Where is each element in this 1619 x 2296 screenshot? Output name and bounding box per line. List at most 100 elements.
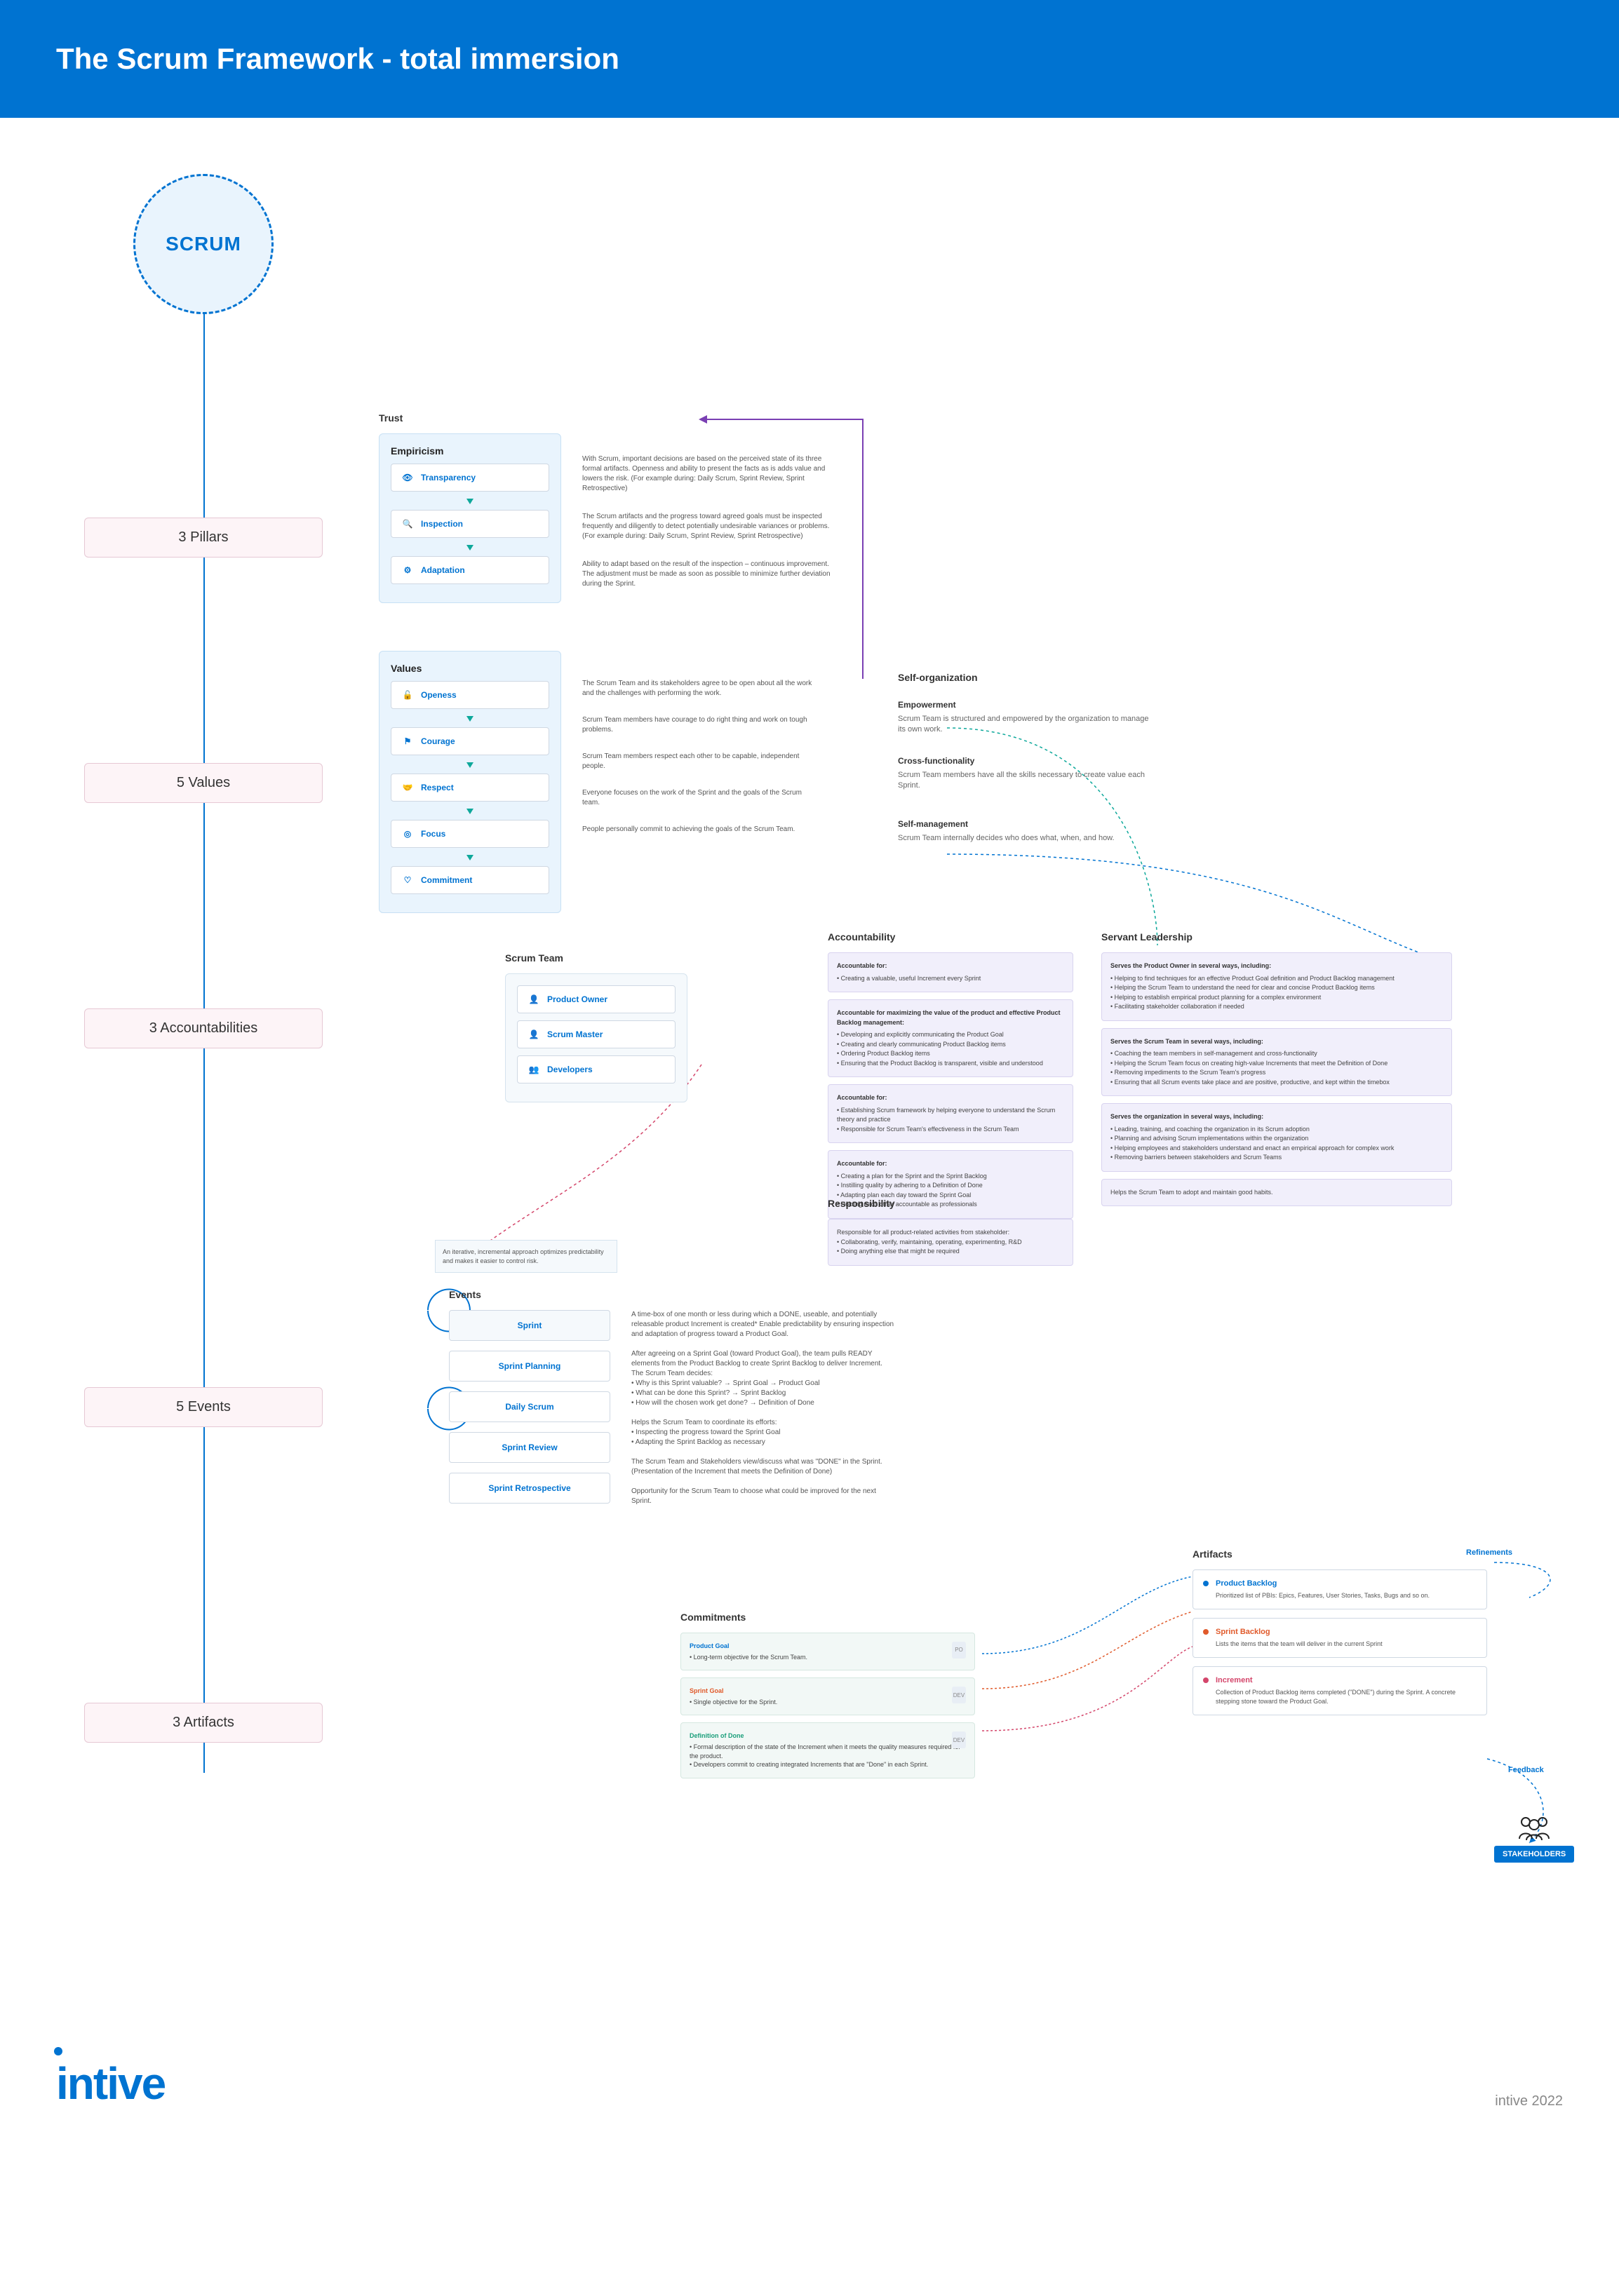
arrow-down-icon xyxy=(466,762,473,768)
item-label: Transparency xyxy=(421,473,476,482)
item-label: Respect xyxy=(421,783,454,792)
artifact-product-backlog: Product Backlog Prioritized list of PBIs… xyxy=(1193,1569,1487,1609)
body: • Formal description of the state of the… xyxy=(690,1743,966,1769)
hdr: Accountable for: xyxy=(837,961,1064,971)
values-descs: The Scrum Team and its stakeholders agre… xyxy=(582,679,814,844)
handshake-icon: 🤝 xyxy=(401,781,414,794)
desc-text: Everyone focuses on the work of the Spri… xyxy=(582,788,814,808)
body: Helps the Scrum Team to adopt and mainta… xyxy=(1110,1188,1443,1198)
item-label: Daily Scrum xyxy=(505,1402,553,1412)
desc-text: After agreeing on a Sprint Goal (toward … xyxy=(631,1349,898,1408)
label-values: 5 Values xyxy=(84,763,323,803)
servant-block: Helps the Scrum Team to adopt and mainta… xyxy=(1101,1179,1452,1207)
events-col: Sprint Sprint Planning Daily Scrum Sprin… xyxy=(449,1310,610,1513)
desc-text: Scrum Team members have courage to do ri… xyxy=(582,715,814,735)
desc-text: Ability to adapt based on the result of … xyxy=(582,560,835,589)
item-label: Sprint Planning xyxy=(499,1361,561,1371)
item-label: Inspection xyxy=(421,519,463,529)
scrum-hub: SCRUM xyxy=(133,174,274,314)
servant-block: Serves the organization in several ways,… xyxy=(1101,1103,1452,1172)
label-pillars: 3 Pillars xyxy=(84,518,323,558)
event-sprint: Sprint xyxy=(449,1310,610,1341)
value-focus: ◎ Focus xyxy=(391,820,549,848)
diagram-canvas: SCRUM 3 Pillars 5 Values 3 Accountabilit… xyxy=(0,118,1619,2152)
self-org-self: Self-management Scrum Team internally de… xyxy=(898,819,1150,844)
body: • Developing and explicitly communicatin… xyxy=(837,1030,1064,1068)
hdr: Accountable for: xyxy=(837,1159,1064,1169)
target-icon: ◎ xyxy=(401,828,414,840)
desc-text: People personally commit to achieving th… xyxy=(582,825,814,835)
item-label: Openess xyxy=(421,690,457,700)
page-header: The Scrum Framework - total immersion xyxy=(0,0,1619,118)
copyright: intive 2022 xyxy=(1495,2093,1563,2109)
owner-badge: PO xyxy=(952,1642,966,1659)
commit-product-goal: Product Goal • Long-term objective for t… xyxy=(680,1633,975,1670)
badge-text: DEV xyxy=(953,1691,965,1699)
self-org-title: Self-organization xyxy=(898,672,978,683)
artifact-increment: Increment Collection of Product Backlog … xyxy=(1193,1666,1487,1715)
empiricism-title: Empiricism xyxy=(391,445,549,457)
ttl: Product Goal xyxy=(690,1642,966,1651)
pillar-adaptation: ⚙ Adaptation xyxy=(391,556,549,584)
label-text: 3 Artifacts xyxy=(173,1715,234,1730)
magnifier-icon: 🔍 xyxy=(401,518,414,530)
brand-logo: intive xyxy=(56,2058,165,2109)
item-label: Commitment xyxy=(421,875,472,885)
body: • Coaching the team members in self-mana… xyxy=(1110,1049,1443,1087)
value-courage: ⚑ Courage xyxy=(391,727,549,755)
body: • Single objective for the Sprint. xyxy=(690,1698,966,1707)
dot-icon xyxy=(1203,1677,1209,1683)
artifacts-title: Artifacts xyxy=(1193,1548,1232,1560)
label-artifacts: 3 Artifacts xyxy=(84,1703,323,1743)
role-developers: 👥 Developers xyxy=(517,1055,676,1083)
badge-text: PO xyxy=(955,1646,963,1654)
desc-text: The Scrum Team and its stakeholders agre… xyxy=(582,679,814,698)
event-retro: Sprint Retrospective xyxy=(449,1473,610,1504)
item-label: Developers xyxy=(547,1065,593,1074)
flag-icon: ⚑ xyxy=(401,735,414,748)
ttl: Product Backlog xyxy=(1216,1579,1430,1589)
servant-title: Servant Leadership xyxy=(1101,931,1193,943)
body: • Long-term objective for the Scrum Team… xyxy=(690,1653,966,1662)
hdr: Serves the organization in several ways,… xyxy=(1110,1112,1443,1122)
stakeholders-icon xyxy=(1517,1815,1552,1840)
responsibility-title: Responsibility xyxy=(828,1198,895,1209)
hdr: Accountable for maximizing the value of … xyxy=(837,1008,1064,1027)
people-icon: 👥 xyxy=(528,1063,540,1076)
ttl: Sprint Backlog xyxy=(1216,1627,1383,1637)
label-text: 3 Pillars xyxy=(178,529,228,545)
value-openess: 🔓 Openess xyxy=(391,681,549,709)
eye-icon: 👁 xyxy=(401,471,414,484)
value-commitment: ♡Commitment xyxy=(391,866,549,894)
scrum-hub-label: SCRUM xyxy=(166,233,241,255)
sub-title: Empowerment xyxy=(898,700,1150,710)
artifact-sprint-backlog: Sprint Backlog Lists the items that the … xyxy=(1193,1618,1487,1658)
values-title: Values xyxy=(391,663,549,674)
acc-block: Accountable for:• Creating a valuable, u… xyxy=(828,952,1073,992)
desc-text: Scrum Team members respect each other to… xyxy=(582,752,814,771)
acc-block: Accountable for:• Establishing Scrum fra… xyxy=(828,1084,1073,1143)
lock-open-icon: 🔓 xyxy=(401,689,414,701)
values-panel: Values 🔓 Openess ⚑ Courage 🤝 Respect ◎ Focus… xyxy=(379,651,561,913)
desc-text: Helps the Scrum Team to coordinate its e… xyxy=(631,1418,898,1447)
value-respect: 🤝 Respect xyxy=(391,774,549,802)
commit-sprint-goal: Sprint Goal • Single objective for the S… xyxy=(680,1677,975,1715)
item-label: Courage xyxy=(421,736,455,746)
event-review: Sprint Review xyxy=(449,1432,610,1463)
acc-block: Accountable for maximizing the value of … xyxy=(828,999,1073,1077)
sliders-icon: ⚙ xyxy=(401,564,414,576)
events-title: Events xyxy=(449,1289,481,1300)
item-label: Sprint xyxy=(518,1321,542,1330)
role-scrum-master: 👤Scrum Master xyxy=(517,1020,676,1048)
sub-text: Scrum Team is structured and empowered b… xyxy=(898,714,1150,736)
event-planning: Sprint Planning xyxy=(449,1351,610,1382)
item-label: Focus xyxy=(421,829,445,839)
body: Responsible for all product-related acti… xyxy=(837,1228,1064,1257)
artifacts-col: Product Backlog Prioritized list of PBIs… xyxy=(1193,1569,1487,1724)
desc-text: The Scrum Team and Stakeholders view/dis… xyxy=(631,1457,898,1477)
pillar-inspection: 🔍 Inspection xyxy=(391,510,549,538)
commitments-title: Commitments xyxy=(680,1612,746,1623)
label-accounts: 3 Accountabilities xyxy=(84,1008,323,1048)
events-descs: A time-box of one month or less during w… xyxy=(631,1310,898,1516)
label-text: 5 Events xyxy=(176,1399,231,1414)
